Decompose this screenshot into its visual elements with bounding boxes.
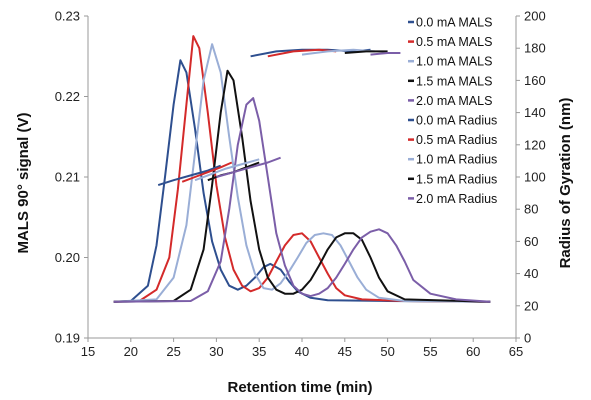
tick-labels: 15 20 25 30 35 40 45 50 55 60 65 0.19 0.20 0.21 0.22 0.…: [55, 9, 546, 360]
y-tick-label: 0.22: [55, 89, 80, 104]
x-tick-label: 65: [509, 344, 523, 359]
y-tick-label: 0.20: [55, 250, 80, 265]
series-line-10-segment-2: [370, 52, 401, 56]
legend-label: 0.0 mA MALS: [416, 16, 492, 30]
y2-axis-label: Radius of Gyration (nm): [557, 98, 574, 269]
legend-label: 0.5 mA MALS: [416, 35, 492, 49]
series-line-6: [157, 164, 222, 187]
legend: 0.0 mA MALS 0.5 mA MALS 1.0 mA MALS 1.5 mA …: [408, 16, 497, 206]
x-tick-label: 15: [81, 344, 95, 359]
legend-label: 1.5 mA Radius: [416, 172, 497, 186]
y2-tick-label: 160: [524, 73, 546, 88]
legend-label: 0.5 mA Radius: [416, 133, 497, 147]
x-tick-label: 30: [209, 344, 223, 359]
legend-label: 0.0 mA Radius: [416, 114, 497, 128]
y2-tick-label: 80: [524, 202, 538, 217]
x-axis-label: Retention time (min): [228, 379, 373, 396]
y2-tick-label: 180: [524, 41, 546, 56]
y2-tick-label: 20: [524, 298, 538, 313]
axes: [84, 15, 520, 342]
series-line-10: [216, 156, 281, 178]
y-axis-label: MALS 90° signal (V): [15, 112, 32, 253]
x-tick-label: 60: [466, 344, 480, 359]
x-tick-label: 40: [295, 344, 309, 359]
series-line-2: [113, 35, 491, 303]
series-line-9-segment-2: [344, 50, 388, 54]
series-lines: [113, 35, 491, 303]
series-line-4: [113, 69, 491, 303]
y2-tick-label: 200: [524, 9, 546, 24]
series-line-7: [181, 161, 233, 183]
legend-label: 2.0 mA MALS: [416, 94, 492, 108]
series-line-5: [113, 97, 491, 303]
legend-label: 1.0 mA Radius: [416, 153, 497, 167]
y-tick-label: 0.19: [55, 331, 80, 346]
y2-tick-label: 60: [524, 234, 538, 249]
y2-tick-label: 0: [524, 331, 531, 346]
x-tick-label: 55: [423, 344, 437, 359]
x-tick-label: 35: [252, 344, 266, 359]
y2-tick-label: 100: [524, 170, 546, 185]
y2-tick-label: 120: [524, 137, 546, 152]
x-tick-label: 25: [166, 344, 180, 359]
x-tick-label: 45: [338, 344, 352, 359]
y-tick-label: 0.21: [55, 170, 80, 185]
y-tick-label: 0.23: [55, 9, 80, 24]
legend-label: 1.0 mA MALS: [416, 55, 492, 69]
series-line-3: [113, 43, 491, 303]
x-tick-label: 50: [380, 344, 394, 359]
y2-tick-label: 40: [524, 266, 538, 281]
y2-tick-label: 140: [524, 105, 546, 120]
series-line-8: [194, 158, 260, 182]
legend-label: 1.5 mA MALS: [416, 74, 492, 88]
legend-label: 2.0 mA Radius: [416, 192, 497, 206]
x-tick-label: 20: [124, 344, 138, 359]
